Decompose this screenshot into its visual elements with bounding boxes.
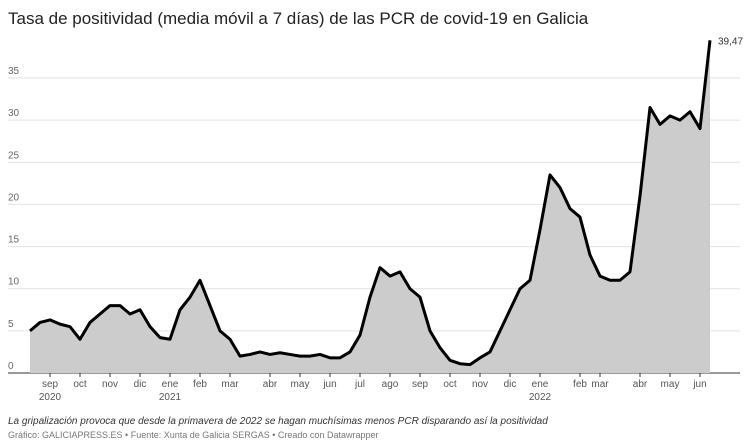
y-tick-label: 10 [8,277,20,288]
y-tick-label: 0 [8,361,14,372]
x-tick-label: dic [134,379,147,390]
x-tick-label: dic [504,379,517,390]
year-label: 2022 [529,392,552,403]
x-tick-label: may [661,379,680,390]
x-tick-label: jun [322,379,336,390]
y-tick-label: 20 [8,192,20,203]
x-tick-label: oct [443,379,457,390]
x-tick-label: nov [472,379,488,390]
x-tick-label: feb [193,379,207,390]
y-tick-label: 30 [8,108,20,119]
x-tick-label: abr [263,379,278,390]
area-fill [30,40,710,374]
x-tick-label: mar [591,379,609,390]
chart-source: Gráfico: GALICIAPRESS.ES • Fuente: Xunta… [8,430,378,440]
x-tick-label: abr [633,379,648,390]
x-tick-label: jul [354,379,365,390]
x-tick-label: ene [162,379,179,390]
x-tick-label: oct [73,379,87,390]
x-tick-label: sep [412,379,429,390]
x-tick-label: nov [102,379,118,390]
y-tick-label: 25 [8,150,20,161]
year-label: 2020 [39,392,62,403]
line [29,40,712,367]
chart-title: Tasa de positividad (media móvil a 7 día… [8,9,589,28]
chart-note: La gripalización provoca que desde la pr… [8,416,548,427]
y-tick-label: 15 [8,235,20,246]
x-tick-label: ago [382,379,399,390]
x-tick-label: may [291,379,310,390]
x-tick-label: sep [42,379,59,390]
value-label: 39,47 [718,36,743,47]
y-tick-label: 5 [8,319,14,330]
y-tick-label: 35 [8,66,20,77]
x-tick-label: ene [532,379,549,390]
x-tick-label: jun [692,379,706,390]
x-tick-label: mar [221,379,239,390]
year-label: 2021 [159,392,182,403]
x-tick-label: feb [573,379,587,390]
